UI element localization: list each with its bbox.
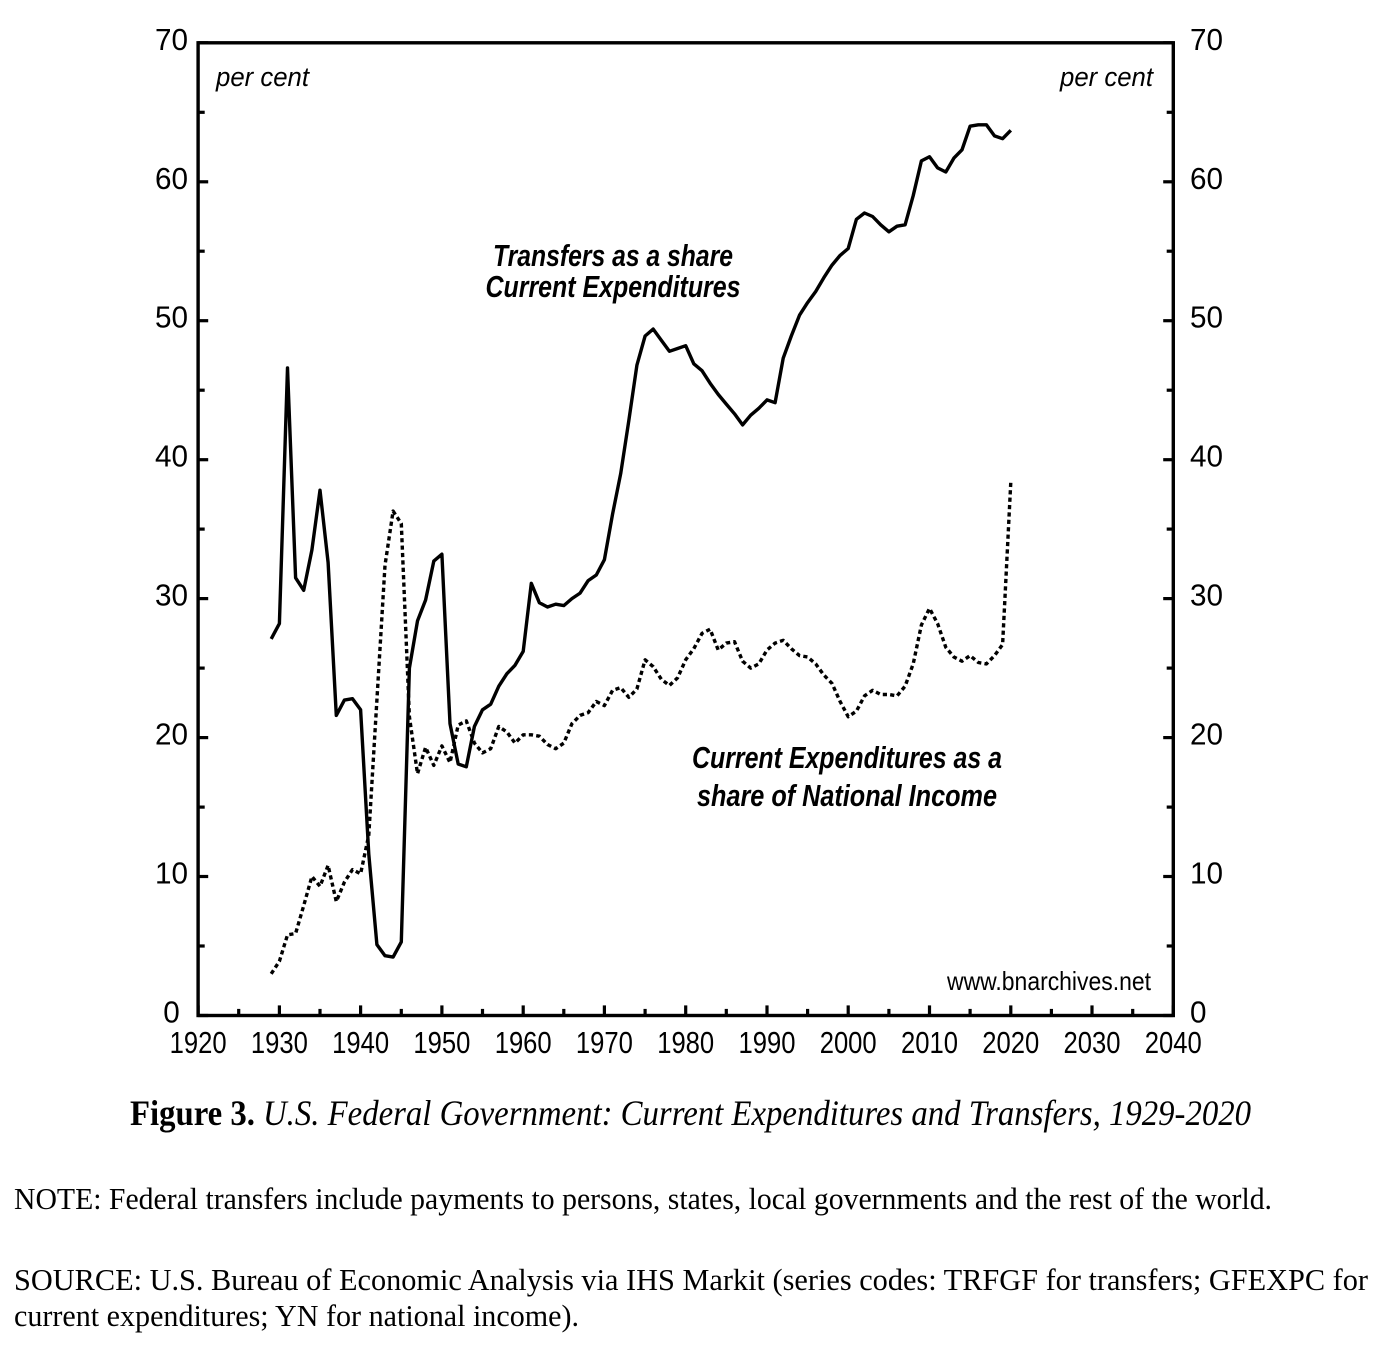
- svg-text:1920: 1920: [170, 1026, 227, 1060]
- svg-text:50: 50: [155, 301, 188, 335]
- svg-text:1980: 1980: [657, 1026, 714, 1060]
- svg-text:10: 10: [1190, 857, 1223, 891]
- svg-text:1930: 1930: [251, 1026, 308, 1060]
- svg-text:1950: 1950: [413, 1026, 470, 1060]
- svg-text:30: 30: [155, 579, 188, 613]
- svg-text:2000: 2000: [820, 1026, 877, 1060]
- svg-text:SOURCE: U.S. Bureau of Economi: SOURCE: U.S. Bureau of Economic Analysis…: [14, 1262, 1369, 1297]
- svg-text:40: 40: [155, 440, 188, 474]
- svg-text:0: 0: [163, 996, 180, 1030]
- svg-text:20: 20: [155, 718, 188, 752]
- svg-text:1960: 1960: [495, 1026, 552, 1060]
- svg-text:50: 50: [1190, 301, 1223, 335]
- svg-text:per cent: per cent: [1059, 62, 1154, 92]
- svg-text:current expenditures; YN for n: current expenditures; YN for national in…: [14, 1298, 579, 1333]
- svg-text:2030: 2030: [1064, 1026, 1121, 1060]
- svg-text:NOTE: Federal transfers includ: NOTE: Federal transfers include payments…: [14, 1181, 1272, 1216]
- svg-text:share of National Income: share of National Income: [697, 778, 997, 813]
- svg-text:2040: 2040: [1145, 1026, 1202, 1060]
- svg-text:per cent: per cent: [215, 62, 310, 92]
- svg-text:60: 60: [1190, 162, 1223, 196]
- svg-text:20: 20: [1190, 718, 1223, 752]
- svg-text:U.S. Federal Government: Curre: U.S. Federal Government: Current Expendi…: [263, 1093, 1251, 1133]
- svg-text:70: 70: [1190, 23, 1223, 57]
- svg-text:Current Expenditures as a: Current Expenditures as a: [692, 740, 1002, 775]
- svg-text:www.bnarchives.net: www.bnarchives.net: [946, 966, 1152, 996]
- svg-text:2010: 2010: [901, 1026, 958, 1060]
- svg-text:Transfers as a share: Transfers as a share: [493, 238, 733, 273]
- svg-text:10: 10: [155, 857, 188, 891]
- svg-text:1990: 1990: [739, 1026, 796, 1060]
- svg-text:70: 70: [155, 23, 188, 57]
- svg-text:0: 0: [1190, 996, 1207, 1030]
- svg-text:1940: 1940: [332, 1026, 389, 1060]
- svg-text:60: 60: [155, 162, 188, 196]
- svg-text:2020: 2020: [982, 1026, 1039, 1060]
- svg-text:1970: 1970: [576, 1026, 633, 1060]
- svg-text:Figure 3.: Figure 3.: [130, 1093, 255, 1133]
- svg-text:Current Expenditures: Current Expenditures: [486, 269, 741, 304]
- svg-text:40: 40: [1190, 440, 1223, 474]
- svg-text:30: 30: [1190, 579, 1223, 613]
